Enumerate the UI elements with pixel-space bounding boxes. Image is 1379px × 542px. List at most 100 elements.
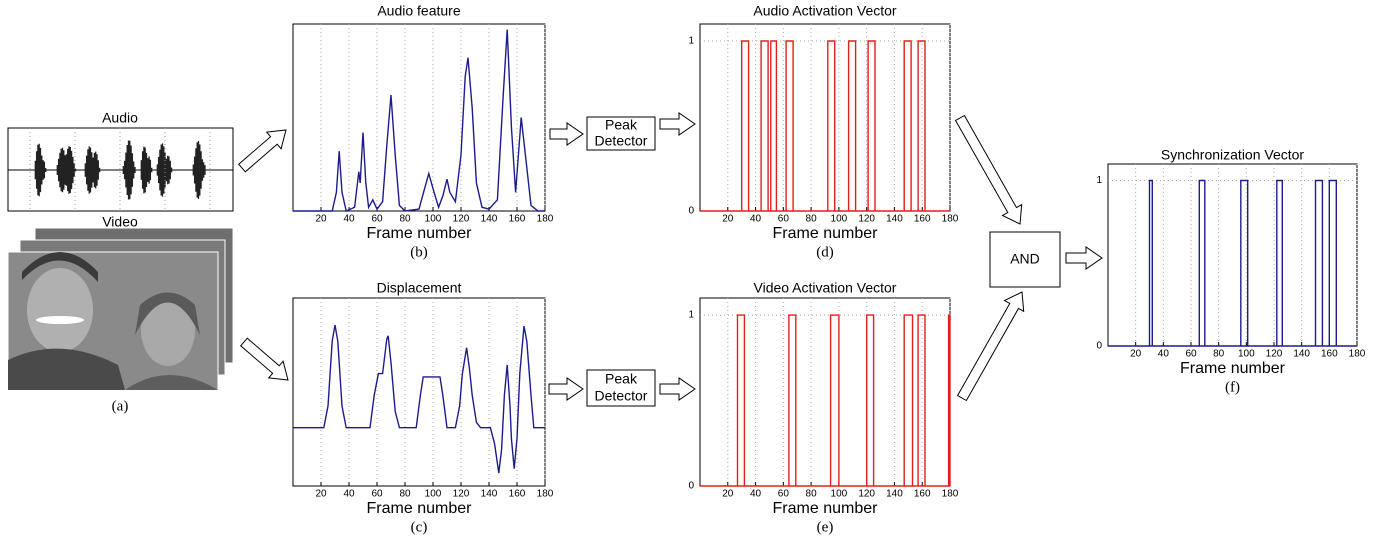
flow-arrow	[659, 112, 696, 136]
x-axis-label: Frame number	[773, 225, 879, 242]
x-tick-label: 160	[509, 214, 526, 225]
x-tick-label: 80	[806, 489, 818, 500]
x-tick-label: 120	[453, 214, 470, 225]
waveform	[34, 140, 206, 200]
peak-detector-block	[586, 116, 656, 151]
x-tick-label: 100	[831, 214, 848, 225]
block-label: Peak	[605, 371, 638, 387]
hair	[135, 292, 200, 335]
pulse	[847, 40, 857, 211]
x-axis-label: Frame number	[367, 225, 473, 242]
and-block	[989, 231, 1061, 288]
pulse	[770, 40, 778, 211]
x-tick-label: 40	[343, 214, 355, 225]
x-tick-label: 140	[886, 214, 903, 225]
plot-frame	[292, 23, 546, 212]
x-tick-label: 40	[750, 214, 762, 225]
x-tick-label: 140	[481, 489, 498, 500]
x-tick-label: 140	[1293, 349, 1310, 360]
face	[27, 268, 93, 352]
pulse	[903, 40, 912, 211]
x-tick-label: 160	[914, 214, 931, 225]
x-tick-label: 120	[858, 214, 875, 225]
y-tick-label: 0	[688, 481, 694, 492]
flow-arrow	[549, 122, 584, 146]
x-tick-label: 180	[537, 489, 554, 500]
x-tick-label: 120	[858, 489, 875, 500]
pulse	[1240, 179, 1249, 346]
pulse	[760, 40, 769, 211]
x-tick-label: 60	[778, 489, 790, 500]
chart-title: Video Activation Vector	[754, 280, 897, 296]
y-tick-label: 1	[688, 310, 694, 321]
x-tick-label: 180	[537, 214, 554, 225]
pulse	[866, 314, 875, 486]
plot-frame	[699, 23, 951, 212]
pulse	[827, 40, 836, 211]
x-tick-label: 140	[886, 489, 903, 500]
x-tick-label: 180	[942, 214, 959, 225]
peak-detector-block	[586, 369, 656, 407]
y-tick-label: 0	[1096, 341, 1102, 352]
pulse	[1198, 179, 1206, 346]
x-tick-label: 100	[1238, 349, 1255, 360]
x-tick-label: 100	[831, 489, 848, 500]
pulse	[947, 314, 951, 486]
panel-label: (e)	[817, 519, 834, 535]
x-tick-label: 120	[453, 489, 470, 500]
x-axis-label: Frame number	[367, 500, 473, 517]
flow-arrow	[659, 377, 696, 401]
x-tick-label: 80	[806, 214, 818, 225]
x-tick-label: 160	[509, 489, 526, 500]
x-tick-label: 140	[481, 214, 498, 225]
x-tick-label: 60	[371, 489, 383, 500]
pulse	[903, 314, 914, 486]
x-tick-label: 20	[722, 214, 734, 225]
chart-title: Displacement	[377, 280, 462, 296]
panel-label: (d)	[816, 244, 834, 260]
x-tick-label: 160	[914, 489, 931, 500]
panel-label: (c)	[411, 519, 428, 535]
pulse	[736, 314, 746, 486]
block-label: Detector	[595, 388, 648, 404]
x-tick-label: 120	[1266, 349, 1283, 360]
shirt	[125, 375, 218, 390]
pulse	[917, 40, 926, 211]
panel-label: (f)	[1225, 379, 1240, 395]
pulse	[741, 40, 750, 211]
flow-arrow	[956, 291, 1025, 402]
x-tick-label: 180	[942, 489, 959, 500]
x-tick-label: 20	[315, 214, 327, 225]
cap	[22, 252, 98, 282]
data-line	[293, 324, 545, 474]
audio-label: Audio	[102, 110, 138, 126]
face	[141, 294, 195, 366]
x-tick-label: 20	[1130, 349, 1142, 360]
mouth-marker	[36, 316, 84, 324]
flow-arrow	[1065, 246, 1103, 270]
block-label: Peak	[605, 117, 638, 133]
y-tick-label: 0	[688, 206, 694, 217]
pulse	[917, 314, 926, 486]
chart-title: Synchronization Vector	[1161, 147, 1305, 163]
pulse	[788, 314, 797, 486]
shirt	[8, 348, 125, 390]
x-tick-label: 160	[1321, 349, 1338, 360]
x-tick-label: 60	[371, 214, 383, 225]
pulse	[867, 40, 876, 211]
pulse	[1276, 179, 1283, 346]
pulse	[829, 314, 840, 486]
x-tick-label: 20	[722, 489, 734, 500]
x-tick-label: 40	[343, 489, 355, 500]
data-line	[293, 29, 545, 212]
x-tick-label: 180	[1349, 349, 1366, 360]
pulse	[1148, 179, 1153, 346]
x-axis-label: Frame number	[773, 500, 879, 517]
x-tick-label: 40	[750, 489, 762, 500]
flow-arrow	[954, 114, 1023, 225]
y-tick-label: 1	[1096, 175, 1102, 186]
x-tick-label: 80	[399, 489, 411, 500]
panel-label: (b)	[410, 244, 428, 260]
x-tick-label: 100	[425, 214, 442, 225]
